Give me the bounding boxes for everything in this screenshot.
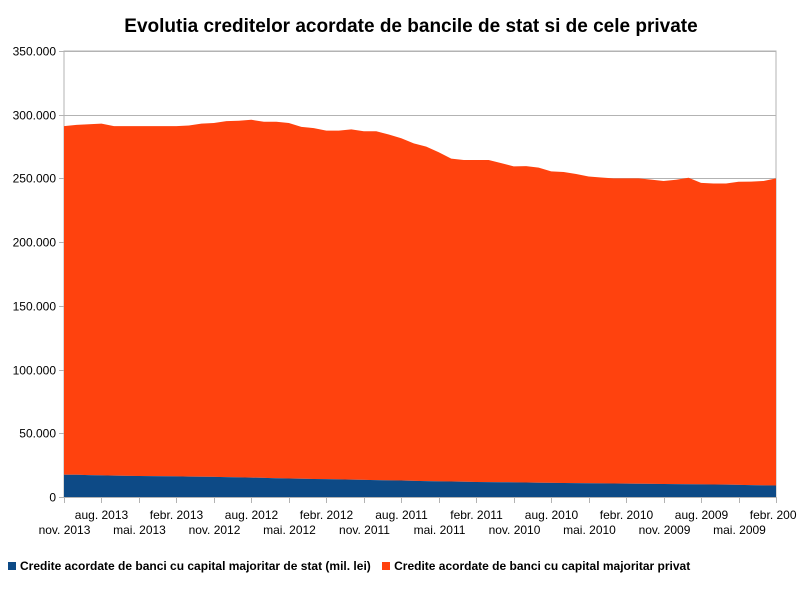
- y-tick-label: 350.000: [13, 45, 57, 59]
- x-tick-label: mai. 2012: [263, 523, 316, 537]
- chart-legend: Credite acordate de banci cu capital maj…: [8, 559, 698, 573]
- x-tick-label: aug. 2011: [375, 508, 428, 522]
- legend-swatch-private: [382, 562, 391, 570]
- x-tick-label: aug. 2010: [525, 508, 579, 522]
- y-tick-label: 250.000: [13, 172, 57, 186]
- x-tick-label: aug. 2013: [75, 508, 129, 522]
- x-tick-label: aug. 2009: [675, 508, 729, 522]
- legend-item-state: Credite acordate de banci cu capital maj…: [8, 559, 371, 573]
- x-tick-label: febr. 2009: [750, 508, 797, 522]
- x-tick-label: mai. 2009: [713, 523, 766, 537]
- x-tick-label: mai. 2011: [414, 523, 466, 537]
- x-tick-label: nov. 2013: [39, 523, 91, 537]
- x-tick-label: febr. 2013: [150, 508, 204, 522]
- x-tick-label: nov. 2010: [489, 523, 541, 537]
- y-tick-label: 150.000: [13, 300, 57, 314]
- area-private-banks: [64, 119, 776, 486]
- x-tick-label: nov. 2012: [189, 523, 241, 537]
- x-tick-label: febr. 2010: [600, 508, 654, 522]
- x-tick-label: febr. 2011: [450, 508, 503, 522]
- x-tick-label: nov. 2011: [339, 523, 390, 537]
- x-tick-label: mai. 2010: [563, 523, 616, 537]
- x-tick-label: mai. 2013: [113, 523, 166, 537]
- x-tick-label: febr. 2012: [300, 508, 354, 522]
- y-tick-label: 0: [49, 491, 56, 505]
- y-tick-label: 300.000: [13, 109, 57, 123]
- legend-label-state: Credite acordate de banci cu capital maj…: [20, 559, 371, 573]
- y-tick-label: 200.000: [13, 236, 57, 250]
- legend-swatch-state: [8, 562, 16, 570]
- x-tick-label: nov. 2009: [639, 523, 691, 537]
- legend-label-private: Credite acordate de banci cu capital maj…: [394, 559, 691, 573]
- y-tick-label: 50.000: [19, 427, 56, 441]
- chart-title: Evolutia creditelor acordate de bancile …: [124, 16, 698, 37]
- legend-item-private: Credite acordate de banci cu capital maj…: [382, 559, 690, 573]
- y-tick-label: 100.000: [13, 364, 57, 378]
- area-state-banks: [64, 474, 776, 497]
- x-tick-label: aug. 2012: [225, 508, 279, 522]
